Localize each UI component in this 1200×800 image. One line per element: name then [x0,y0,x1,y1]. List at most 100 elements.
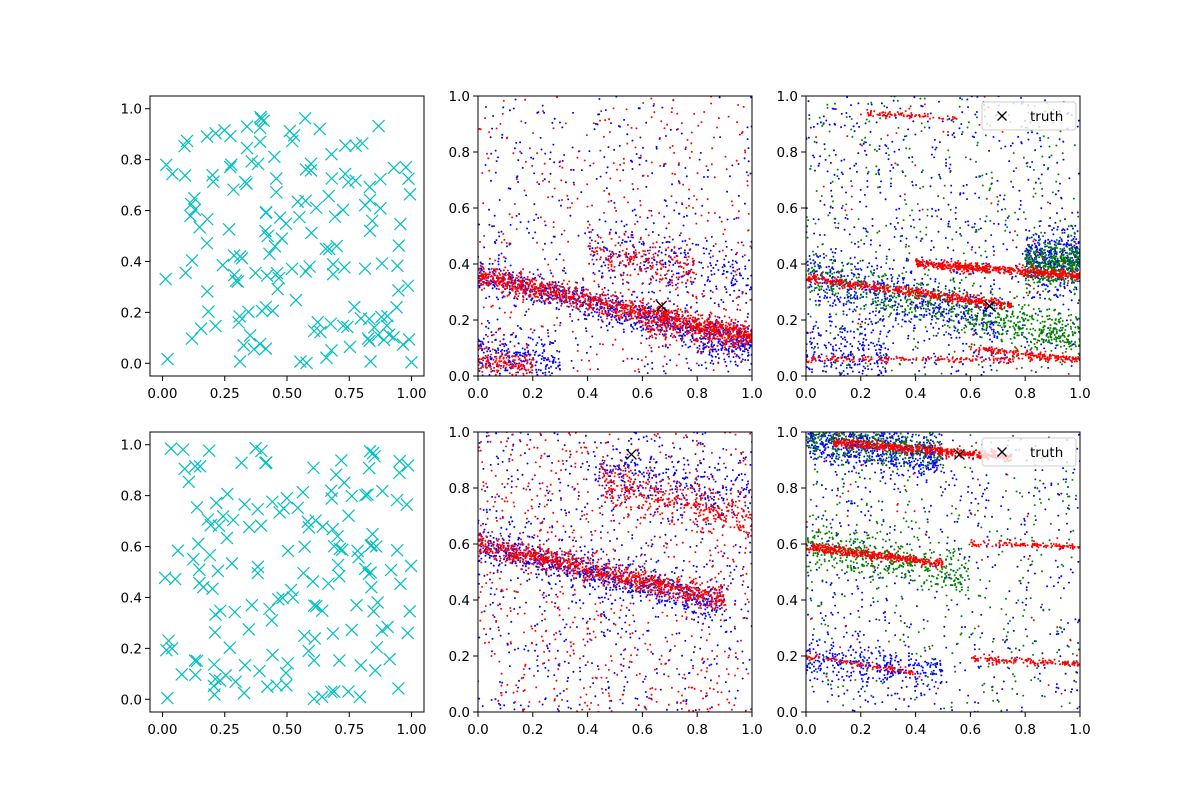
y-tick-label: 0.2 [121,305,142,321]
x-marker [289,293,303,307]
x-marker [319,351,333,365]
x-marker [253,121,267,135]
x-marker [227,268,241,282]
x-marker [349,174,363,187]
y-tick-label: 0.2 [777,313,798,329]
y-tick-label: 0.6 [121,540,142,556]
x-marker [358,198,372,212]
x-marker [351,544,364,558]
x-marker [364,566,378,579]
x-marker [285,262,299,276]
y-tick-label: 0.0 [777,705,798,721]
x-marker [403,604,417,618]
x-marker [331,529,345,543]
dot-markers [478,96,752,376]
x-marker [309,514,323,527]
x-marker [319,242,333,256]
y-tick-label: 0.4 [449,593,470,609]
x-marker [365,538,378,552]
x-marker [401,279,415,293]
x-marker [269,185,283,199]
legend-label: truth [1030,445,1063,461]
series-green-top-right [806,96,1080,376]
x-marker [304,226,318,240]
x-marker [371,596,385,609]
x-marker [304,164,318,177]
x-tick-label: 0.2 [522,386,543,402]
x-marker [253,337,267,351]
x-tick-label: 0.25 [210,722,240,738]
x-marker [191,537,205,551]
x-tick-label: 0.75 [334,722,364,738]
y-tick-label: 0.8 [121,489,142,505]
x-marker [259,342,273,356]
x-marker [326,522,340,536]
x-marker [188,668,202,682]
x-marker [322,242,336,256]
x-marker [307,599,321,613]
subplot-bottom-right: 0.0 0.2 0.4 0.6 0.8 1.0 0.0 0.2 0.4 0.6 0.8 1.0 trut… [777,425,1091,738]
x-marker [171,544,185,558]
x-marker [400,498,414,511]
x-tick-label: 0.4 [577,722,598,738]
x-marker [325,172,339,185]
x-marker [362,461,376,475]
x-marker [301,515,315,529]
y-tick-label: 0.0 [449,705,470,721]
series-red-top-middle [478,96,752,376]
x-marker [321,577,335,591]
x-tick-label: 0.0 [467,386,488,402]
x-marker [293,355,307,369]
x-marker [284,583,298,597]
x-marker [349,139,363,153]
x-marker [345,623,359,637]
x-marker [307,324,321,338]
x-marker [328,210,342,224]
x-marker [327,685,341,698]
series-cyan-bottom-left [158,441,418,706]
y-tick-label: 0.2 [449,649,470,665]
x-marker [326,627,340,640]
x-marker [291,501,305,515]
x-marker [184,209,197,223]
x-marker [343,340,357,354]
x-marker [402,172,415,186]
x-tick-label: 0.6 [632,722,653,738]
x-marker [260,269,274,283]
x-marker [268,239,282,253]
x-marker [393,466,406,480]
x-marker [342,509,355,523]
y-tick-label: 1.0 [121,102,142,118]
x-marker [265,495,279,509]
x-tick-label: 0.6 [960,722,981,738]
x-marker [266,304,280,318]
x-marker [207,679,221,693]
x-tick-label: 0.0 [467,722,488,738]
x-marker [362,312,376,326]
x-marker [168,572,182,586]
x-marker [338,260,351,274]
y-tick-label: 0.8 [777,481,798,497]
x-tick-label: 1.0 [741,722,762,738]
x-marker [226,513,240,527]
y-tick-label: 0.0 [449,369,470,385]
x-marker [324,685,338,699]
axes-frame [805,95,1081,377]
x-marker [337,476,351,490]
x-marker [341,175,355,189]
legend-box [981,101,1077,131]
x-marker [326,257,340,271]
x-marker [383,652,397,666]
x-marker [286,591,300,604]
subplot-top-left: 0.00 0.25 0.50 0.75 1.00 0.0 0.2 0.4 0.6 0.8 1.0 [121,95,427,402]
truth-marker [953,448,965,460]
y-tick-label: 0.4 [121,254,142,270]
x-marker [334,454,348,467]
x-marker [259,455,273,469]
x-marker [341,685,355,698]
y-tick-label: 0.4 [121,590,142,606]
x-marker [298,111,312,125]
x-marker [279,678,293,692]
x-marker [209,496,223,510]
x-marker [327,539,341,553]
